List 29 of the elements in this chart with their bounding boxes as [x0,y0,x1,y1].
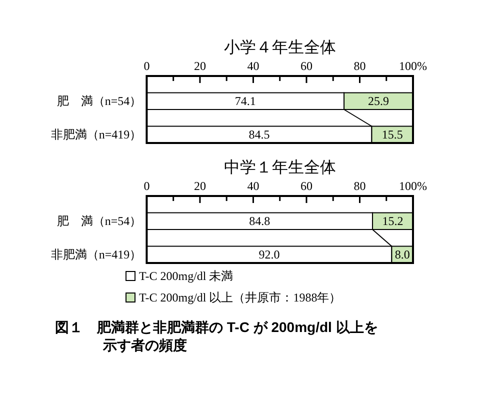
data-label: 92.0 [258,248,280,262]
x-tick-label: 60 [300,179,312,193]
x-tick-label: 40 [247,179,260,193]
y-tick-label: 肥 満（n=54） [56,214,142,228]
x-tick-label: 100% [399,179,427,193]
y-tick-label: 肥 満（n=54） [56,94,142,108]
data-label: 8.0 [394,248,410,262]
caption: 図１ 肥満群と非肥満群の T-C が 200mg/dl 以上を示す者の頻度 [55,318,379,354]
x-tick-label: 80 [354,59,366,73]
x-tick-label: 60 [300,59,312,73]
x-tick-label: 100% [399,59,427,73]
y-tick-label: 非肥満（n=419） [50,248,142,262]
x-tick-label: 80 [354,179,366,193]
x-tick-label: 0 [144,59,150,73]
data-label: 84.8 [249,214,270,228]
data-label: 25.9 [368,94,390,108]
chart-title: 中学１年生全体 [224,158,336,176]
x-tick-label: 0 [144,179,150,193]
legend-label: T-C 200mg/dl 以上（井原市：1988年） [139,290,342,304]
chart-title: 小学４年生全体 [224,38,336,56]
x-tick-label: 40 [247,59,260,73]
data-label: 15.5 [382,128,403,142]
x-tick-label: 20 [194,179,206,193]
data-label: 15.2 [382,214,404,228]
data-label: 74.1 [234,94,256,108]
data-label: 84.5 [248,128,270,142]
y-tick-label: 非肥満（n=419） [50,128,142,142]
legend-label: T-C 200mg/dl 未満 [139,269,234,283]
x-tick-label: 20 [194,59,206,73]
